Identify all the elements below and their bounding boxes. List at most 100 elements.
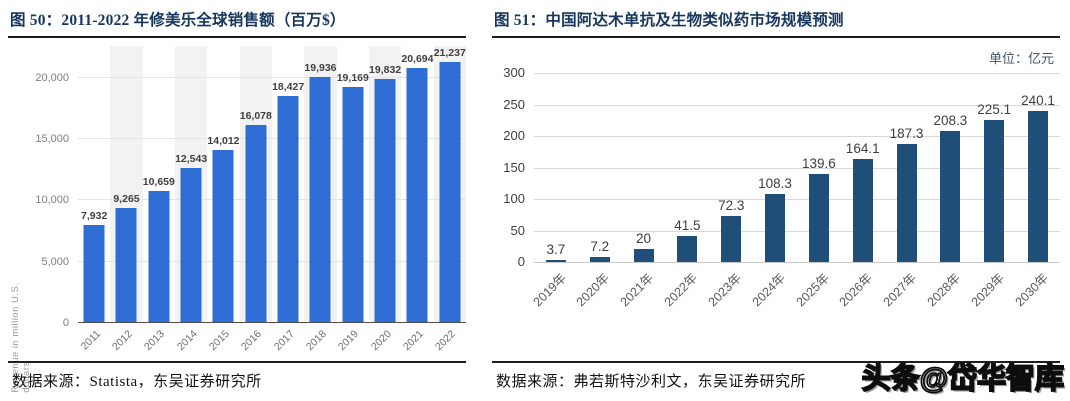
bar-column: 20,694	[401, 46, 434, 322]
gridline	[534, 199, 1060, 200]
gridline	[534, 104, 1060, 106]
chart-plot-row: Revenue in million U.S. dollars 0 5,000 10…	[8, 46, 466, 392]
bar	[808, 174, 829, 262]
bar-column: 7,932	[78, 46, 110, 322]
x-tick-cell: 2014	[175, 323, 207, 361]
gridline	[534, 167, 1060, 169]
bar	[1028, 110, 1049, 262]
x-tick-cell: 2015	[207, 323, 239, 361]
x-tick-cell: 2011	[78, 323, 110, 361]
x-tick-cell: 2028年	[925, 263, 972, 315]
figure-50-panel: 图 50：2011-2022 年修美乐全球销售额（百万$） Revenue in…	[8, 5, 466, 393]
figure-51-title: 图 51：中国阿达木单抗及生物类似药市场规模预测	[492, 5, 1060, 38]
x-tick-label: 2024年	[749, 270, 788, 310]
x-tick-label: 2027年	[880, 270, 920, 310]
bar-value-label: 7.2	[590, 239, 610, 255]
x-tick-cell: 2021	[401, 323, 433, 361]
bar	[721, 216, 742, 262]
x-tick-cell: 2019	[336, 323, 369, 361]
y-tick-label: 100	[503, 191, 525, 206]
bar-value-label: 3.7	[546, 241, 566, 257]
bar-columns: 3.7 7.2 20 41.5 72.3 108.3 139.6 164.1 187.3 208.…	[534, 73, 1060, 262]
y-tick-label: 250	[503, 96, 525, 112]
bar-column: 12,543	[175, 46, 207, 322]
x-tick-cell: 2024年	[749, 263, 797, 315]
y-tick-label: 20,000	[35, 71, 69, 84]
bar-column: 225.1	[972, 73, 1016, 262]
x-tick-label: 2021年	[617, 270, 657, 310]
bar-value-label: 187.3	[889, 126, 924, 142]
bar-value-label: 10,659	[142, 176, 175, 189]
bar-column: 18,427	[272, 46, 304, 322]
x-tick-label: 2030年	[1012, 270, 1051, 310]
figure-50-title: 图 50：2011-2022 年修美乐全球销售额（百万$）	[8, 5, 466, 38]
x-tick-label: 2022	[433, 328, 459, 354]
y-tick-label: 300	[503, 65, 525, 80]
bar	[245, 124, 267, 322]
bar	[677, 235, 698, 262]
bar-value-label: 9,265	[113, 193, 140, 206]
watermark: 头条@岱华智库	[861, 362, 1065, 396]
bar-column: 9,265	[110, 46, 142, 322]
bar-value-label: 20	[636, 231, 652, 247]
bar	[896, 144, 917, 262]
bar	[589, 257, 610, 262]
x-tick-label: 2026年	[837, 270, 876, 310]
x-tick-cell: 2030年	[1012, 263, 1060, 315]
x-tick-label: 2011	[78, 328, 103, 353]
gridline	[78, 76, 466, 78]
x-tick-label: 2025年	[793, 270, 832, 310]
y-tick-label: 15,000	[35, 133, 69, 145]
bar-value-label: 14,012	[207, 135, 240, 148]
bar	[545, 259, 566, 262]
x-tick-label: 2019	[336, 328, 362, 354]
bar-value-label: 12,543	[175, 153, 208, 166]
x-tick-cell: 2021年	[618, 263, 666, 315]
y-tick-label: 0	[62, 317, 69, 329]
bar-value-label: 19,936	[304, 62, 337, 75]
bar-column: 19,936	[304, 46, 337, 322]
gridline	[534, 73, 1060, 74]
y-axis: 0 5,000 10,000 15,000 20,000	[26, 46, 78, 329]
x-tick-label: 2022年	[661, 270, 701, 310]
bar-column: 187.3	[885, 73, 929, 262]
x-tick-cell: 2023年	[706, 263, 753, 315]
bar-column: 72.3	[709, 73, 753, 262]
x-tick-cell: 2018	[304, 323, 336, 361]
y-tick-label: 5,000	[41, 255, 69, 268]
x-tick-cell: 2026年	[837, 263, 885, 315]
x-tick-cell: 2020年	[574, 263, 622, 315]
bar-column: 19,169	[337, 46, 369, 322]
y-axis: 0 50 100 150 200 250 300	[492, 65, 534, 269]
x-tick-cell: 2029年	[969, 263, 1016, 315]
bar	[633, 249, 654, 262]
bar	[180, 168, 202, 322]
x-tick-label: 2012	[109, 328, 135, 354]
bar-value-label: 240.1	[1021, 92, 1055, 108]
bar	[852, 158, 873, 262]
bar-value-label: 21,237	[433, 46, 466, 59]
plot-area: 7,932 9,265 10,659 12,543 14,012 16,078 18,427…	[78, 46, 466, 323]
x-axis: 2019年 2020年 2021年 2022年 2023年 2024年 2025年 2026年…	[530, 263, 1060, 315]
bar	[406, 68, 428, 322]
bar-columns: 7,932 9,265 10,659 12,543 14,012 16,078 18,427…	[78, 46, 466, 322]
bar-column: 20	[622, 73, 666, 262]
bar	[342, 86, 364, 322]
bar-value-label: 139.6	[801, 156, 836, 172]
y-tick-label: 0	[517, 254, 525, 269]
bar	[374, 78, 396, 322]
x-tick-label: 2013	[142, 328, 168, 354]
bar-column: 208.3	[928, 73, 972, 262]
unit-label: 单位：亿元	[988, 51, 1054, 66]
bar-value-label: 19,832	[369, 63, 402, 76]
figure-51-panel: 图 51：中国阿达木单抗及生物类似药市场规模预测 单位：亿元 0 50 100 150…	[492, 5, 1065, 396]
bar	[984, 120, 1005, 262]
gridline	[534, 136, 1060, 137]
bar-column: 21,237	[434, 46, 466, 322]
bar-column: 14,012	[207, 46, 240, 322]
bar-column: 3.7	[534, 73, 578, 262]
x-tick-label: 2021	[400, 328, 426, 354]
bar-value-label: 19,169	[336, 71, 369, 84]
x-tick-cell: 2019年	[530, 263, 578, 315]
